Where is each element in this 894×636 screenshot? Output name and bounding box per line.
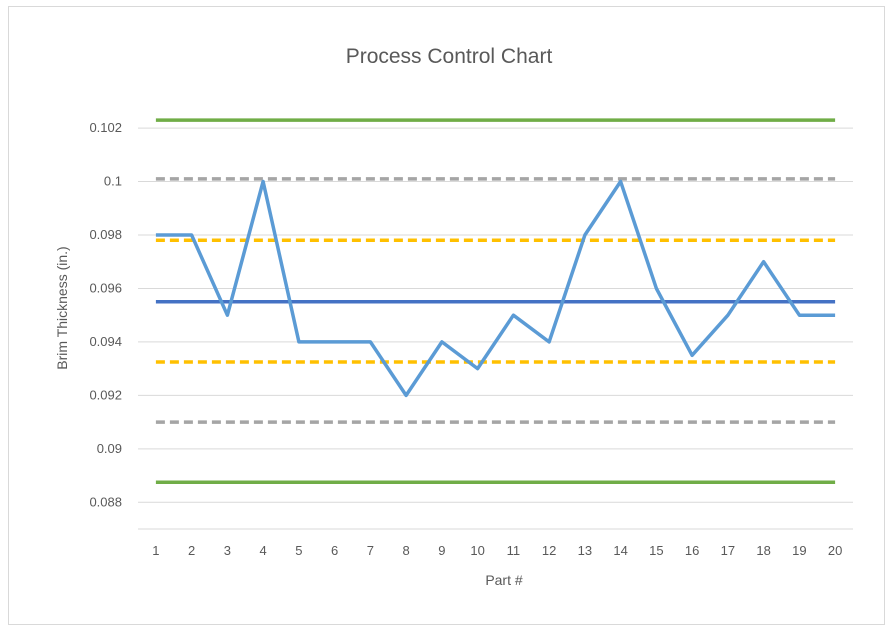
y-tick-label: 0.094 <box>89 334 122 349</box>
series-group <box>155 118 836 484</box>
y-tick-labels: 0.088 0.09 0.092 0.094 0.096 0.098 0.1 0.102 <box>89 120 122 509</box>
y-tick-label: 0.092 <box>89 387 122 402</box>
x-tick-label: 12 <box>542 543 556 558</box>
x-tick-label: 3 <box>224 543 231 558</box>
chart-title: Process Control Chart <box>346 45 553 68</box>
x-tick-label: 13 <box>578 543 592 558</box>
y-tick-label: 0.09 <box>97 441 122 456</box>
y-tick-label: 0.096 <box>89 280 122 295</box>
x-tick-label: 6 <box>331 543 338 558</box>
x-tick-label: 16 <box>685 543 699 558</box>
series-line-1 <box>155 179 836 398</box>
x-tick-label: 18 <box>756 543 770 558</box>
x-tick-label: 2 <box>188 543 195 558</box>
x-tick-label: 5 <box>295 543 302 558</box>
chart-frame <box>8 6 885 625</box>
y-tick-label: 0.102 <box>89 120 122 135</box>
x-tick-label: 8 <box>403 543 410 558</box>
y-tick-label: 0.1 <box>104 174 122 189</box>
x-tick-label: 9 <box>438 543 445 558</box>
y-tick-label: 0.098 <box>89 227 122 242</box>
x-tick-label: 14 <box>613 543 627 558</box>
x-tick-label: 4 <box>260 543 267 558</box>
x-tick-label: 17 <box>721 543 735 558</box>
y-tick-label: 0.088 <box>89 494 122 509</box>
x-tick-label: 11 <box>507 543 521 558</box>
x-tick-label: 15 <box>649 543 663 558</box>
x-tick-label: 7 <box>367 543 374 558</box>
x-tick-label: 20 <box>828 543 842 558</box>
x-tick-label: 1 <box>152 543 159 558</box>
y-axis-label: Brim Thickness (in.) <box>54 246 70 369</box>
x-tick-label: 10 <box>470 543 484 558</box>
x-axis-label: Part # <box>485 572 523 588</box>
gridlines <box>138 127 853 530</box>
x-tick-label: 19 <box>792 543 806 558</box>
x-tick-labels: 1 2 3 4 5 6 7 8 9 10 11 12 13 14 15 16 17 18 19 20 <box>152 543 842 558</box>
